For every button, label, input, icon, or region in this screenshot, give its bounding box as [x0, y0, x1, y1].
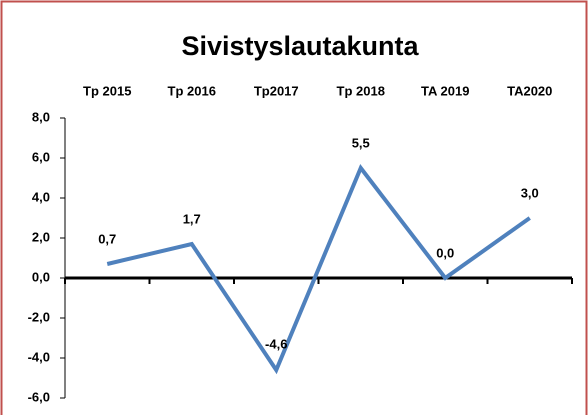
data-label: -4,6 [265, 336, 287, 351]
data-label: 3,0 [521, 185, 539, 200]
y-tick-label: 8,0 [32, 109, 50, 124]
y-tick-label: 0,0 [32, 269, 50, 284]
y-tick-label: 2,0 [32, 229, 50, 244]
x-tick-label: Tp2017 [254, 83, 299, 98]
data-label: 0,7 [98, 231, 116, 246]
data-label: 5,5 [352, 135, 370, 150]
x-tick-label: TA 2019 [421, 83, 469, 98]
x-tick-label: Tp 2018 [337, 83, 385, 98]
x-tick-label: Tp 2016 [168, 83, 216, 98]
x-tick-label: Tp 2015 [83, 83, 131, 98]
y-tick-label: 4,0 [32, 189, 50, 204]
y-tick-label: -6,0 [28, 389, 50, 404]
y-tick-label: -2,0 [28, 309, 50, 324]
data-line [106, 164, 531, 375]
y-tick-label: -4,0 [28, 349, 50, 364]
data-label: 0,0 [436, 245, 454, 260]
chart-title: Sivistyslautakunta [181, 31, 419, 61]
y-tick-label: 6,0 [32, 149, 50, 164]
data-label: 1,7 [183, 211, 201, 226]
x-tick-label: TA2020 [507, 83, 552, 98]
